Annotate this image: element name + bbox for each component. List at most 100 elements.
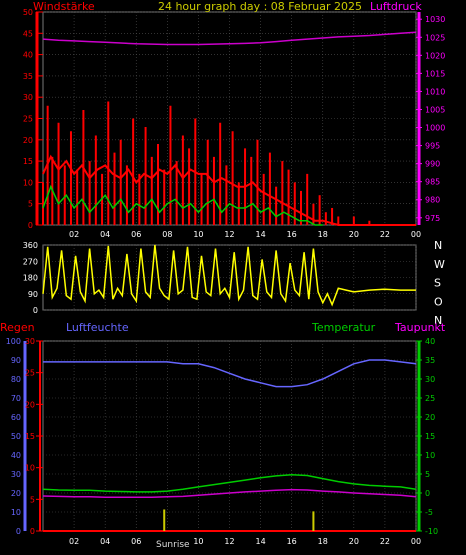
pressure-axis: 975 980 985 990 995 1000 1005 1010 1015 1020 1025 1… <box>416 12 445 225</box>
tick-label: 10 <box>425 451 435 460</box>
dewpoint-line <box>42 488 417 498</box>
tick-label: 980 <box>425 196 440 205</box>
tick-label: 20 <box>25 400 35 409</box>
tick-label: 14 <box>255 230 265 239</box>
direction-line <box>42 244 416 307</box>
wind-time-axis: 02 04 06 08 10 12 14 16 18 20 22 00 <box>69 230 421 239</box>
tick-label: 02 <box>69 537 79 546</box>
tick-label: 90 <box>11 356 21 365</box>
tick-label: 15 <box>425 432 435 441</box>
tick-label: 50 <box>23 8 33 17</box>
tick-label: 1000 <box>425 124 445 133</box>
pressure-axis-title: Luftdruck <box>370 0 422 13</box>
tick-label: 70 <box>11 394 21 403</box>
tick-label: 18 <box>318 230 328 239</box>
compass-label: N <box>434 314 442 327</box>
tick-label: -5 <box>425 508 433 517</box>
wind-series <box>42 31 417 226</box>
tick-label: 60 <box>11 413 21 422</box>
tick-label: 1015 <box>425 69 445 78</box>
tick-label: 1030 <box>425 15 445 24</box>
tick-label: 1025 <box>425 33 445 42</box>
tick-label: 15 <box>25 432 35 441</box>
tick-label: 0 <box>425 489 430 498</box>
humidity-axis: 0 10 20 30 40 50 60 70 80 90 100 <box>6 337 27 536</box>
tick-label: 02 <box>69 230 79 239</box>
tick-label: 08 <box>162 230 172 239</box>
tick-label: 20 <box>349 230 359 239</box>
tick-label: 10 <box>23 178 33 187</box>
tick-label: 270 <box>23 257 38 266</box>
tick-label: 30 <box>23 93 33 102</box>
tick-label: 40 <box>11 451 21 460</box>
rain-axis-title: Regen <box>0 321 35 334</box>
pressure-line <box>42 31 417 46</box>
tick-label: 18 <box>318 537 328 546</box>
sunrise-label: Sunrise <box>156 540 190 550</box>
tick-label: 5 <box>425 470 430 479</box>
tick-label: 25 <box>25 369 35 378</box>
rain-axis: 0 5 10 15 20 25 30 <box>25 337 43 536</box>
tick-label: 25 <box>23 115 33 124</box>
tick-label: 25 <box>425 394 435 403</box>
tick-label: 985 <box>425 178 440 187</box>
tick-label: 16 <box>287 537 297 546</box>
tick-label: 22 <box>380 230 390 239</box>
tick-label: 990 <box>425 160 440 169</box>
compass-label: N <box>434 239 442 252</box>
average-wind-line <box>42 184 323 226</box>
temperature-axis-title: Temperatur <box>311 321 376 334</box>
wind-speed-axis: 0 5 10 15 20 25 30 35 40 45 50 <box>23 8 43 230</box>
tick-label: 06 <box>131 230 141 239</box>
tick-label: 12 <box>224 230 234 239</box>
compass-label: O <box>434 295 443 308</box>
tick-label: 10 <box>193 230 203 239</box>
tick-label: 15 <box>23 157 33 166</box>
tick-label: 80 <box>11 375 21 384</box>
tick-label: 1010 <box>425 87 445 96</box>
graph-title: 24 hour graph day : 08 Februar 2025 <box>158 0 362 13</box>
tick-label: 35 <box>425 356 435 365</box>
tick-label: 1005 <box>425 105 445 114</box>
tick-label: 0 <box>28 221 33 230</box>
humidity-axis-title: Luftfeuchte <box>66 321 129 334</box>
tick-label: 180 <box>23 274 38 283</box>
direction-degree-axis: 0 90 180 270 360 <box>23 241 38 315</box>
wind-axis-title: Windstärke <box>33 0 95 13</box>
tick-label: 40 <box>425 337 435 346</box>
dewpoint-axis-title: Taupunkt <box>394 321 446 334</box>
humidity-line <box>43 359 417 388</box>
temperature-line <box>42 474 417 493</box>
tick-label: 975 <box>425 214 440 223</box>
tick-label: 14 <box>255 537 265 546</box>
tick-label: 5 <box>28 200 33 209</box>
tick-label: 0 <box>16 527 21 536</box>
tick-label: 30 <box>25 337 35 346</box>
tick-label: 0 <box>33 306 38 315</box>
wind-grid <box>43 11 417 226</box>
tick-label: 1020 <box>425 51 445 60</box>
tick-label: 20 <box>11 489 21 498</box>
humidity-time-axis: 02 04 06 10 12 14 16 18 20 22 00 <box>69 537 421 546</box>
tick-label: -10 <box>425 527 438 536</box>
tick-label: 12 <box>224 537 234 546</box>
tick-label: 22 <box>380 537 390 546</box>
direction-series <box>42 244 416 307</box>
tick-label: 40 <box>23 51 33 60</box>
tick-label: 35 <box>23 72 33 81</box>
tick-label: 16 <box>287 230 297 239</box>
tick-label: 45 <box>23 29 33 38</box>
tick-label: 30 <box>11 470 21 479</box>
tick-label: 360 <box>23 241 38 250</box>
tick-label: 5 <box>30 495 35 504</box>
tick-label: 00 <box>411 537 421 546</box>
tick-label: 04 <box>100 230 110 239</box>
temperature-axis: -10 -5 0 5 10 15 20 25 30 35 40 <box>416 337 438 536</box>
tick-label: 10 <box>25 464 35 473</box>
tick-label: 06 <box>131 537 141 546</box>
tick-label: 0 <box>30 527 35 536</box>
